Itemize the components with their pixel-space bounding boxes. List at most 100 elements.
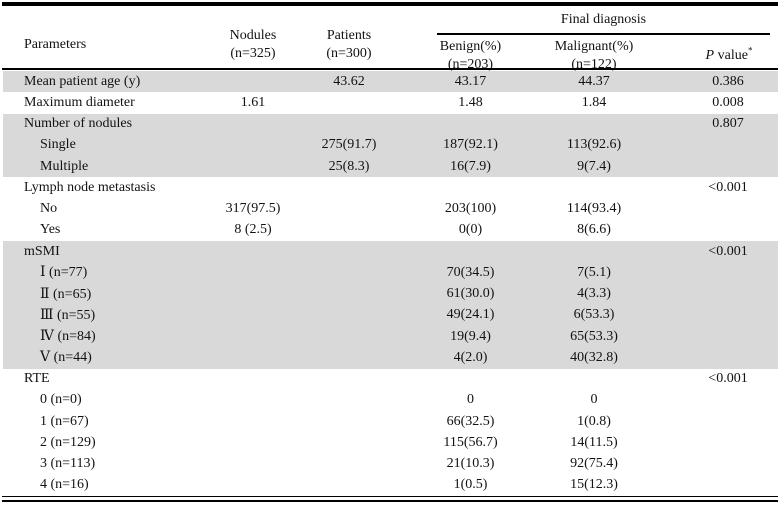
table-row: Ⅰ (n=77) 70(34.5) 7(5.1) xyxy=(3,262,778,284)
cell-malignant: 9(7.4) xyxy=(577,158,611,174)
cell-parameter: No xyxy=(40,201,58,217)
table-row: Multiple 25(8.3) 16(7.9) 9(7.4) xyxy=(3,156,778,178)
cell-benign: 70(34.5) xyxy=(446,264,495,280)
column-header-p-value: P value* xyxy=(664,45,780,65)
table-row: Ⅳ (n=84) 19(9.4) 65(53.3) xyxy=(3,326,778,348)
cell-malignant: 40(32.8) xyxy=(570,349,618,365)
cell-parameter: Multiple xyxy=(40,158,89,174)
table-body: Mean patient age (y) 43.62 43.17 44.37 0.386… xyxy=(3,71,778,496)
cell-parameter: Mean patient age (y) xyxy=(24,73,141,89)
table-row: Single 275(91.7) 187(92.1) 113(92.6) xyxy=(3,134,778,156)
cell-parameter: Yes xyxy=(40,222,61,238)
cell-parameter: mSMI xyxy=(24,243,60,259)
cell-malignant: 15(12.3) xyxy=(570,477,618,493)
cell-p-value: 0.008 xyxy=(712,94,744,110)
table-bottom-rule xyxy=(2,496,778,502)
final-diagnosis-spanner-rule xyxy=(437,33,770,35)
cell-benign: 115(56.7) xyxy=(443,434,498,450)
cell-p-value: <0.001 xyxy=(708,371,748,387)
cell-malignant: 92(75.4) xyxy=(570,456,618,472)
column-header-malignant-line1: Malignant(%) xyxy=(554,39,634,54)
cell-p-value: 0.386 xyxy=(712,73,744,89)
cell-malignant: 65(53.3) xyxy=(570,328,618,344)
table-row: Ⅱ (n=65) 61(30.0) 4(3.3) xyxy=(3,283,778,305)
table-header: Parameters Nodules (n=325) Patients (n=3… xyxy=(0,6,780,72)
cell-benign: 1(0.5) xyxy=(453,477,488,493)
cell-benign: 61(30.0) xyxy=(446,286,495,302)
cell-benign: 19(9.4) xyxy=(450,328,491,344)
cell-nodules: 8 (2.5) xyxy=(234,222,272,238)
table-row: Number of nodules 0.807 xyxy=(3,113,778,135)
cell-benign: 21(10.3) xyxy=(446,456,495,472)
table-header-rule xyxy=(2,68,778,70)
cell-malignant: 1(0.8) xyxy=(577,413,611,429)
column-header-nodules: Nodules (n=325) xyxy=(211,27,295,63)
cell-malignant: 4(3.3) xyxy=(577,286,611,302)
cell-parameter: 1 (n=67) xyxy=(40,413,89,429)
cell-parameter: 2 (n=129) xyxy=(40,434,96,450)
cell-benign: 43.17 xyxy=(454,73,487,89)
cell-nodules: 317(97.5) xyxy=(225,201,281,217)
cell-parameter: 3 (n=113) xyxy=(40,456,96,472)
table-row: Lymph node metastasis <0.001 xyxy=(3,177,778,198)
table-row: Maximum diameter 1.61 1.48 1.84 0.008 xyxy=(3,92,778,113)
cell-patients: 25(8.3) xyxy=(328,158,370,174)
cell-malignant: 6(53.3) xyxy=(573,307,615,323)
cell-parameter: 4 (n=16) xyxy=(40,477,89,493)
cell-parameter: Ⅳ (n=84) xyxy=(40,329,96,345)
table-row: 1 (n=67) 66(32.5) 1(0.8) xyxy=(3,411,778,432)
cell-benign: 203(100) xyxy=(444,201,497,217)
cell-parameter: Ⅰ (n=77) xyxy=(40,265,88,281)
column-header-nodules-line2: (n=325) xyxy=(230,46,276,61)
cell-benign: 187(92.1) xyxy=(443,137,498,153)
cell-parameter: RTE xyxy=(24,371,50,387)
cell-malignant: 7(5.1) xyxy=(577,264,611,280)
cell-parameter: Ⅱ (n=65) xyxy=(40,286,92,302)
cell-parameter: Maximum diameter xyxy=(24,94,135,110)
column-header-patients-line2: (n=300) xyxy=(326,46,372,61)
cell-parameter: Lymph node metastasis xyxy=(24,179,156,195)
cell-patients: 43.62 xyxy=(333,73,365,89)
column-header-patients: Patients (n=300) xyxy=(295,27,403,63)
cell-patients: 275(91.7) xyxy=(321,137,377,153)
column-group-final-diagnosis: Final diagnosis xyxy=(560,12,647,27)
cell-malignant: 1.84 xyxy=(581,94,607,110)
table-row: 3 (n=113) 21(10.3) 92(75.4) xyxy=(3,454,778,475)
p-value-italic-p: P xyxy=(705,48,715,63)
cell-benign: 4(2.0) xyxy=(453,349,488,365)
cell-p-value: 0.807 xyxy=(712,116,744,132)
cell-malignant: 14(11.5) xyxy=(570,434,618,450)
table-top-rule xyxy=(2,2,778,6)
column-header-nodules-line1: Nodules xyxy=(229,28,277,43)
table-row: Ⅴ (n=44) 4(2.0) 40(32.8) xyxy=(3,347,778,369)
cell-malignant: 8(6.6) xyxy=(577,222,611,238)
cell-benign: 16(7.9) xyxy=(450,158,491,174)
cell-malignant: 113(92.6) xyxy=(566,137,622,153)
table-row: No 317(97.5) 203(100) 114(93.4) xyxy=(3,199,778,220)
cell-parameter: Number of nodules xyxy=(24,116,133,132)
table-row: RTE <0.001 xyxy=(3,369,778,390)
cell-parameter: Single xyxy=(40,137,76,153)
cell-benign: 0(0) xyxy=(458,222,483,238)
cell-malignant: 114(93.4) xyxy=(566,201,622,217)
p-value-label-rest: value xyxy=(714,48,748,63)
cell-nodules: 1.61 xyxy=(240,94,266,110)
column-header-patients-line1: Patients xyxy=(326,28,372,43)
table-row: mSMI <0.001 xyxy=(3,241,778,263)
cell-benign: 66(32.5) xyxy=(446,413,495,429)
cell-benign: 0 xyxy=(467,392,474,408)
table-row: Ⅲ (n=55) 49(24.1) 6(53.3) xyxy=(3,304,778,326)
p-value-footnote-asterisk: * xyxy=(747,45,753,56)
cell-p-value: <0.001 xyxy=(708,243,748,259)
table-row: 2 (n=129) 115(56.7) 14(11.5) xyxy=(3,432,778,453)
cell-parameter: Ⅲ (n=55) xyxy=(40,307,96,323)
table-row: Yes 8 (2.5) 0(0) 8(6.6) xyxy=(3,220,778,241)
table-row: 4 (n=16) 1(0.5) 15(12.3) xyxy=(3,475,778,496)
cell-malignant: 0 xyxy=(590,392,598,408)
cell-parameter: 0 (n=0) xyxy=(40,392,82,408)
table-row: Mean patient age (y) 43.62 43.17 44.37 0.386 xyxy=(3,71,778,93)
column-header-benign-line1: Benign(%) xyxy=(439,39,502,54)
column-header-parameters: Parameters xyxy=(24,37,87,52)
cell-benign: 49(24.1) xyxy=(446,307,495,323)
